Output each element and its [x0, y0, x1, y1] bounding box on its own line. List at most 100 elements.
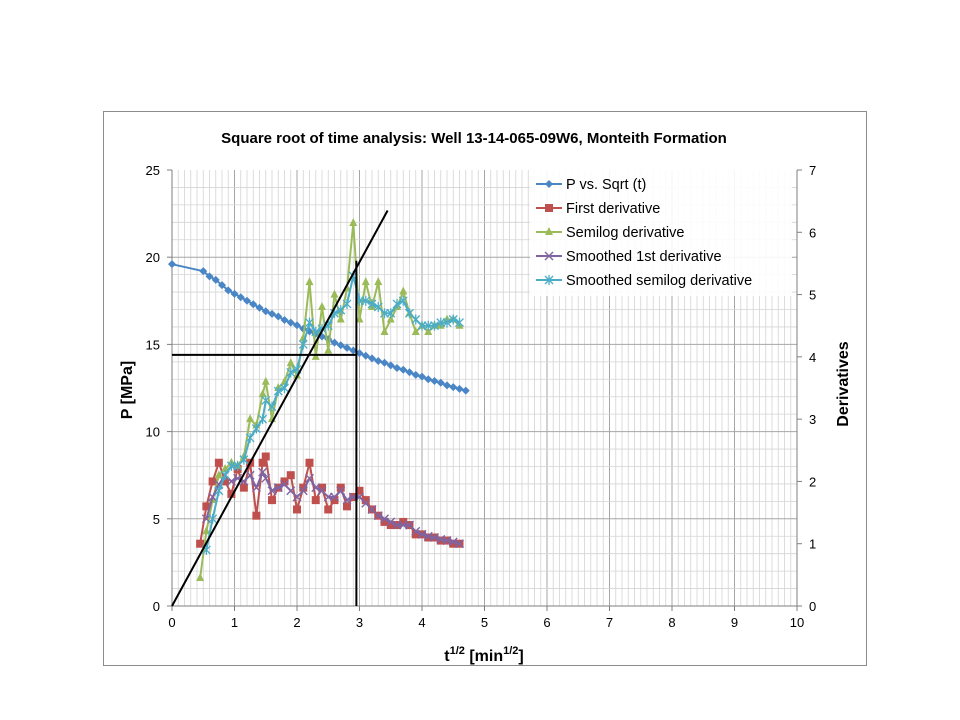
data-point [273, 483, 283, 493]
data-point [318, 483, 326, 492]
data-point [380, 326, 389, 335]
data-point [430, 532, 439, 542]
annotation-overlay [171, 210, 389, 607]
marker-stroke [233, 473, 243, 483]
series-smoothed-1st-derivative [201, 467, 464, 549]
marker-stroke [245, 470, 255, 480]
data-point [355, 349, 364, 358]
marker-stroke [280, 480, 289, 490]
data-point [258, 389, 267, 398]
data-point [305, 473, 314, 483]
tangent-line [171, 210, 389, 607]
data-point [220, 470, 230, 481]
data-point [448, 537, 458, 547]
data-point [430, 320, 439, 331]
data-point [293, 370, 301, 379]
data-point [267, 486, 277, 496]
y2-tick-label: 1 [809, 537, 816, 552]
data-point [386, 521, 395, 530]
data-point [311, 326, 321, 337]
data-point [405, 368, 414, 377]
data-point [411, 370, 420, 379]
data-point [342, 495, 352, 505]
data-point [392, 298, 402, 309]
data-point [211, 275, 220, 284]
marker-stroke [273, 483, 283, 493]
data-point [239, 454, 249, 465]
data-point [386, 361, 395, 370]
chart-frame: 0 1 2 3 4 5 6 7 8 9 10 0 5 10 15 20 25 0 1 2 3 4 5 6 7 P vs. Sqr… [103, 111, 867, 666]
data-point [355, 314, 364, 323]
data-point [398, 295, 408, 306]
data-point [368, 354, 376, 363]
y-tick-label: 0 [153, 599, 160, 614]
data-point [411, 526, 421, 536]
data-point [430, 377, 439, 386]
data-point [252, 511, 261, 520]
data-point [245, 470, 255, 480]
data-point [442, 317, 452, 328]
x-axis-label-end: ] [518, 648, 523, 665]
data-point [261, 376, 270, 385]
data-point [293, 321, 301, 330]
data-point [196, 539, 205, 548]
data-point [361, 496, 370, 505]
data-point [258, 458, 267, 467]
data-point [386, 517, 396, 527]
marker-stroke [267, 486, 277, 496]
legend-item: First derivative [536, 201, 660, 217]
x-tick-label: 1 [231, 615, 238, 630]
data-point [455, 539, 464, 549]
y2-tick-label: 4 [809, 350, 816, 365]
marker-stroke [226, 476, 236, 486]
legend-item: Smoothed 1st derivative [536, 249, 722, 265]
data-point [349, 217, 358, 226]
data-point [221, 463, 230, 472]
data-point [418, 372, 426, 381]
chart-title: Square root of time analysis: Well 13-14… [221, 130, 727, 147]
marker-stroke [298, 486, 308, 496]
x-axis-label-base: t [444, 648, 450, 665]
data-point [448, 314, 458, 325]
data-point [336, 486, 346, 496]
data-point [202, 526, 211, 535]
data-point [280, 383, 289, 393]
marker-stroke [367, 504, 377, 514]
marker-stroke [261, 473, 271, 483]
legend-swatch-marker [545, 180, 553, 188]
data-point [324, 345, 333, 354]
data-point [268, 309, 276, 318]
data-point [239, 483, 248, 492]
data-point [214, 458, 223, 467]
data-point [208, 513, 218, 524]
marker-stroke [455, 539, 464, 549]
x-tick-label: 10 [790, 615, 804, 630]
legend-swatch-marker [545, 227, 553, 235]
data-point [286, 358, 295, 367]
series-line [199, 221, 461, 579]
data-point [199, 267, 208, 276]
marker-stroke [448, 537, 458, 547]
data-point [380, 517, 389, 526]
series-smoothed-semilog-derivative [201, 270, 464, 555]
data-point [436, 378, 445, 387]
data-point [298, 339, 308, 350]
data-point [202, 502, 211, 511]
data-point [386, 314, 395, 323]
legend-label: First derivative [566, 201, 660, 217]
data-point [230, 289, 239, 298]
marker-stroke [342, 495, 352, 505]
legend-item: P vs. Sqrt (t) [536, 177, 646, 193]
x-tick-label: 9 [731, 615, 738, 630]
data-point [218, 281, 226, 290]
y-tick-label: 5 [153, 512, 160, 527]
y-tick-label: 10 [146, 425, 160, 440]
data-point [258, 467, 268, 477]
data-point [168, 260, 176, 269]
data-point [267, 401, 277, 412]
axes: 0 1 2 3 4 5 6 7 8 9 10 0 5 10 15 20 25 0 1 2 3 4 5 6 7 [146, 163, 817, 630]
data-point [336, 341, 345, 350]
data-point [342, 298, 352, 309]
data-point [461, 386, 470, 395]
data-point [305, 317, 314, 328]
